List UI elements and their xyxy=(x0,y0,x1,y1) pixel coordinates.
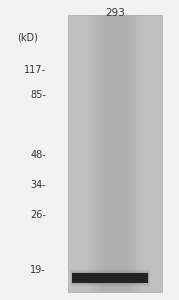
Bar xyxy=(96,15,134,292)
Bar xyxy=(71,271,149,285)
Bar xyxy=(72,273,148,283)
Text: 48-: 48- xyxy=(30,150,46,160)
Bar xyxy=(98,15,132,292)
Text: 117-: 117- xyxy=(24,65,46,75)
Bar xyxy=(88,15,142,292)
Bar xyxy=(100,15,130,292)
Bar xyxy=(99,15,131,292)
Text: (kD): (kD) xyxy=(18,33,38,43)
Bar xyxy=(71,272,149,284)
Bar xyxy=(71,270,149,286)
Bar xyxy=(70,269,150,287)
Text: 293: 293 xyxy=(105,8,125,18)
Text: 19-: 19- xyxy=(30,265,46,275)
Bar xyxy=(92,15,138,292)
Bar xyxy=(95,15,135,292)
Bar xyxy=(102,15,128,292)
Text: 34-: 34- xyxy=(30,180,46,190)
Bar xyxy=(87,15,143,292)
Bar xyxy=(101,15,129,292)
Bar xyxy=(68,15,162,292)
Bar xyxy=(94,15,136,292)
Bar xyxy=(106,15,124,292)
Bar xyxy=(93,15,137,292)
Text: 26-: 26- xyxy=(30,210,46,220)
Bar xyxy=(90,15,140,292)
Bar xyxy=(89,15,141,292)
Bar xyxy=(97,15,133,292)
Text: 85-: 85- xyxy=(30,90,46,100)
Bar xyxy=(105,15,125,292)
Bar xyxy=(91,15,139,292)
Bar xyxy=(103,15,127,292)
Bar xyxy=(104,15,126,292)
